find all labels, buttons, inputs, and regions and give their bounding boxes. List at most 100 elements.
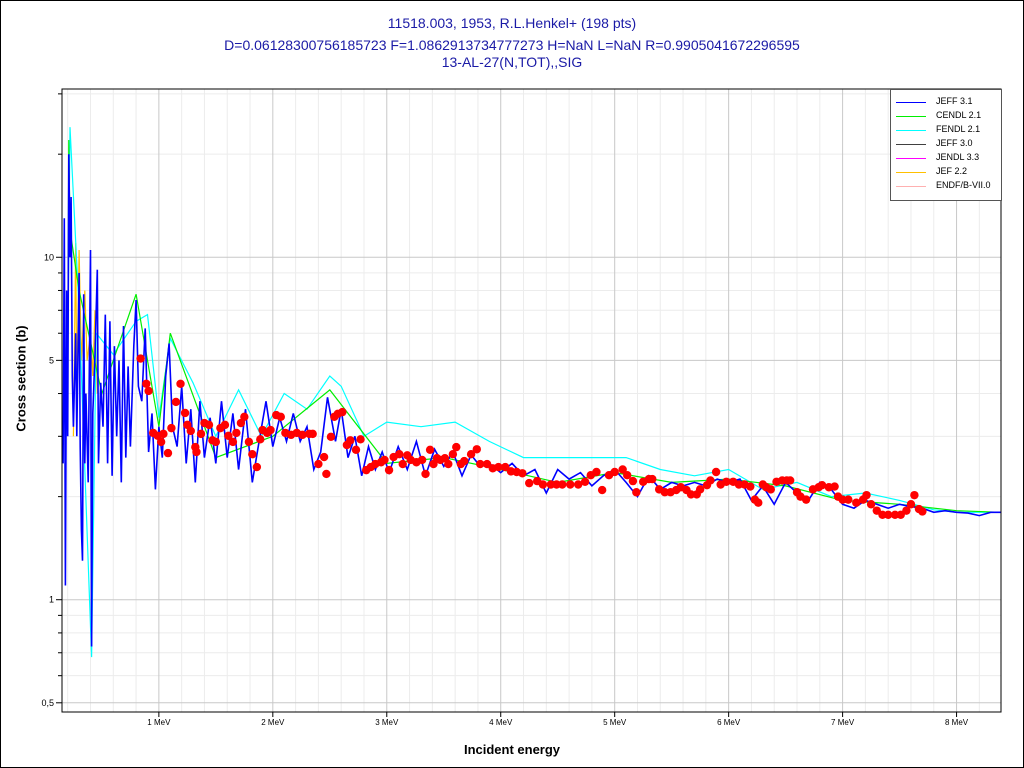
- experimental-data-point: [319, 452, 329, 462]
- legend: JEFF 3.1 CENDL 2.1 FENDL 2.1 JEFF 3.0 JENDL …: [890, 89, 1002, 201]
- experimental-data-point: [308, 429, 317, 439]
- experimental-data-point: [623, 470, 632, 480]
- experimental-data-point: [648, 474, 657, 484]
- experimental-data-point: [518, 469, 527, 478]
- legend-swatch: [896, 130, 926, 131]
- experimental-data-point: [452, 442, 461, 452]
- plot-frame: [61, 88, 1002, 713]
- legend-item: JEF 2.2: [891, 166, 1001, 180]
- experimental-data-point: [476, 459, 485, 469]
- experimental-data-point: [398, 459, 407, 469]
- experimental-data-point: [618, 465, 627, 474]
- experimental-data-point: [167, 423, 176, 433]
- experimental-data-point: [610, 467, 619, 477]
- experimental-data-point: [862, 490, 871, 500]
- experimental-data-point: [256, 435, 265, 444]
- experimental-data-point: [240, 412, 249, 422]
- experimental-data-point: [314, 459, 323, 469]
- chart-title-line-3: 13-AL-27(N,TOT),,SIG: [441, 54, 583, 70]
- y-tick-label: 1: [49, 595, 54, 605]
- legend-swatch: [896, 116, 926, 117]
- experimental-data-point: [252, 462, 262, 472]
- legend-label: JEFF 3.0: [936, 138, 973, 148]
- experimental-data-point: [180, 408, 190, 418]
- legend-item: ENDF/B-VII.0: [891, 180, 1001, 194]
- experimental-data-point: [380, 455, 389, 465]
- experimental-data-point: [156, 437, 166, 447]
- experimental-data-point: [460, 456, 469, 466]
- legend-swatch: [896, 158, 926, 159]
- legend-item: CENDL 2.1: [891, 110, 1001, 124]
- experimental-data-point: [801, 495, 811, 504]
- series-line-cendl-2-1: [67, 139, 1002, 513]
- experimental-data-point: [910, 490, 919, 500]
- legend-label: CENDL 2.1: [936, 110, 982, 120]
- experimental-data-point: [171, 397, 181, 407]
- x-tick-label: 5 MeV: [603, 718, 627, 727]
- experimental-data-point: [852, 498, 861, 507]
- experimental-data-point: [224, 431, 233, 441]
- experimental-data-point: [232, 428, 241, 438]
- experimental-data-point: [711, 467, 721, 477]
- legend-swatch: [896, 102, 926, 103]
- experimental-data-point: [196, 429, 206, 439]
- experimental-data-point: [754, 498, 763, 507]
- x-tick-label: 2 MeV: [261, 718, 285, 727]
- experimental-data-point: [830, 482, 839, 491]
- experimental-data-point: [421, 469, 430, 479]
- experimental-data-point: [695, 485, 705, 494]
- experimental-data-point: [628, 476, 638, 486]
- experimental-data-point: [844, 495, 853, 504]
- experimental-data-point: [472, 445, 482, 454]
- experimental-data-point: [785, 476, 795, 485]
- experimental-data-point: [538, 480, 548, 489]
- experimental-data-point: [236, 418, 246, 428]
- experimental-data-point: [326, 432, 336, 442]
- legend-item: FENDL 2.1: [891, 124, 1001, 138]
- experimental-data-point: [176, 379, 185, 389]
- experimental-data-point: [466, 450, 476, 459]
- x-tick-label: 7 MeV: [831, 718, 855, 727]
- experimental-data-point: [902, 506, 911, 515]
- series-line-jeff-3-1: [62, 154, 1001, 647]
- experimental-data-point: [186, 426, 195, 436]
- experimental-data-point: [136, 354, 145, 363]
- experimental-data-point: [444, 459, 453, 469]
- experimental-data-point: [918, 507, 927, 516]
- experimental-data-point: [866, 500, 876, 509]
- experimental-data-point: [425, 445, 435, 455]
- legend-swatch: [896, 172, 926, 173]
- experimental-data-point: [244, 437, 254, 447]
- experimental-data-point: [351, 445, 361, 455]
- chart-title-line-2: D=0.06128300756185723 F=1.08629137347772…: [224, 37, 800, 53]
- experimental-data-point: [211, 437, 221, 447]
- experimental-data-point: [766, 485, 776, 494]
- chart-title-line-1: 11518.003, 1953, R.L.Henkel+ (198 pts): [387, 15, 637, 31]
- x-tick-label: 4 MeV: [489, 718, 513, 727]
- legend-item: JEFF 3.0: [891, 138, 1001, 152]
- experimental-data-point: [298, 430, 307, 440]
- y-tick-label: 10: [44, 252, 54, 262]
- legend-swatch: [896, 144, 926, 145]
- experimental-data-point: [580, 477, 590, 486]
- experimental-data-point: [558, 480, 567, 489]
- experimental-data-point: [228, 437, 238, 447]
- experimental-data-point: [220, 420, 230, 430]
- legend-label: JEFF 3.1: [936, 96, 973, 106]
- experimental-data-point: [494, 462, 503, 472]
- experimental-data-point: [356, 435, 365, 444]
- experimental-data-point: [346, 436, 355, 445]
- y-tick-label: 0,5: [41, 698, 54, 708]
- x-tick-label: 6 MeV: [717, 718, 741, 727]
- experimental-data-point: [163, 448, 173, 458]
- experimental-data-point: [204, 420, 214, 430]
- legend-swatch: [896, 186, 926, 187]
- legend-label: ENDF/B-VII.0: [936, 180, 991, 190]
- experimental-data-point: [706, 476, 715, 485]
- x-tick-label: 8 MeV: [945, 718, 969, 727]
- experimental-data-point: [384, 465, 394, 475]
- legend-label: JENDL 3.3: [936, 152, 980, 162]
- experimental-data-point: [722, 477, 731, 486]
